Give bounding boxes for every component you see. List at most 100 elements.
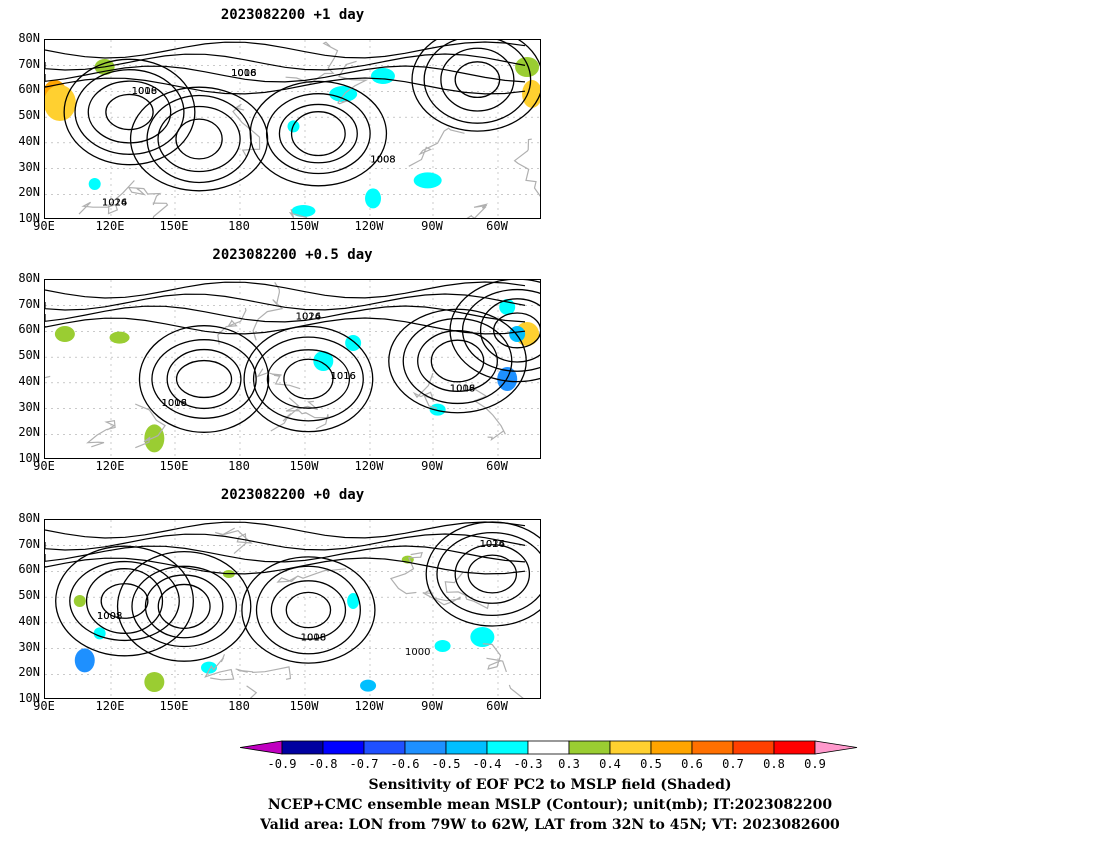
- coastline: [508, 684, 524, 698]
- isobar: [138, 325, 270, 433]
- isobar: [440, 47, 515, 112]
- panel-3-map: 1008 1016 1016 1000 1008 1008 1024: [44, 519, 541, 699]
- coastline: [252, 282, 284, 341]
- isobar: [270, 580, 347, 640]
- isobar: [467, 554, 518, 594]
- sensitivity-shade: [201, 661, 218, 674]
- lon-label: 120W: [354, 219, 384, 233]
- isobar: [45, 521, 526, 539]
- contour-label: 1008: [161, 398, 186, 409]
- isobar: [166, 348, 242, 410]
- lat-label: 60N: [18, 82, 40, 97]
- contour-label: 1008: [231, 68, 256, 79]
- coastline: [45, 375, 51, 379]
- colorbar-tick-label: -0.3: [513, 757, 543, 771]
- colorbar-tick-label: -0.8: [308, 757, 338, 771]
- isobar: [411, 40, 540, 132]
- sensitivity-shade: [74, 648, 95, 673]
- isobar: [157, 583, 211, 630]
- lon-label: 120W: [354, 699, 384, 713]
- isobar: [265, 93, 371, 175]
- colorbar-tick-label: 0.5: [640, 757, 662, 771]
- isobar: [241, 556, 376, 664]
- colorbar-tick-label: 0.3: [558, 757, 580, 771]
- lon-label: 90E: [33, 459, 55, 473]
- panel-1-map: 1016 1016 1008 1008 1016 1024 1008 1016 1008: [44, 39, 541, 219]
- coastline: [408, 127, 465, 167]
- sensitivity-shade: [434, 640, 451, 652]
- isobar: [45, 65, 526, 83]
- isobar: [69, 560, 180, 642]
- sensitivity-shade: [347, 593, 360, 609]
- sensitivity-shade: [93, 627, 106, 640]
- lat-label: 70N: [18, 536, 40, 551]
- coastline: [285, 397, 329, 430]
- colorbar-tick-label: 0.6: [681, 757, 703, 771]
- isobar: [249, 80, 388, 187]
- lat-label: 10N: [18, 691, 40, 705]
- contour-label: 1024: [296, 312, 321, 323]
- isobar: [116, 550, 252, 662]
- lat-label: 60N: [18, 322, 40, 337]
- isobar: [430, 339, 485, 383]
- lat-label: 80N: [18, 271, 40, 285]
- lon-label: 90W: [421, 219, 443, 233]
- isobar: [87, 80, 172, 144]
- coastline: [513, 138, 540, 197]
- isobar: [74, 69, 185, 155]
- isobar: [402, 317, 513, 405]
- lon-label: 120E: [95, 699, 125, 713]
- contour-label: 1016: [450, 384, 475, 395]
- coastline: [235, 666, 292, 680]
- isobar: [285, 591, 332, 629]
- sensitivity-shade: [313, 351, 334, 371]
- isobar: [493, 312, 540, 349]
- sensitivity-shade: [515, 57, 540, 77]
- isobar: [63, 58, 196, 166]
- caption-line-3: Valid area: LON from 79W to 62W, LAT fro…: [260, 817, 840, 833]
- isobar: [45, 41, 526, 59]
- coastline: [389, 551, 423, 595]
- colorbar-tick-label: 0.8: [763, 757, 785, 771]
- contour-label: 1008: [370, 154, 395, 165]
- lat-label: 20N: [18, 185, 40, 200]
- isobar: [45, 545, 526, 563]
- lat-label: 30N: [18, 639, 40, 654]
- sensitivity-shade: [144, 424, 165, 453]
- colorbar-tick-label: -0.7: [349, 757, 379, 771]
- coastline: [285, 41, 339, 84]
- isobar: [55, 545, 194, 657]
- lat-label: 40N: [18, 133, 40, 148]
- coastline: [482, 643, 507, 673]
- colorbar-swatch: [691, 740, 734, 755]
- coastline: [444, 571, 489, 610]
- sensitivity-shade: [73, 595, 86, 607]
- colorbar-swatch: [363, 740, 406, 755]
- coastline: [412, 372, 438, 409]
- coastline: [86, 420, 116, 448]
- lon-label: 150E: [159, 219, 189, 233]
- isobar: [151, 339, 257, 419]
- contour-label: 1008: [97, 611, 122, 622]
- isobar: [85, 568, 164, 634]
- coastline: [473, 388, 506, 442]
- panel-1-title: 2023082200 +1 day: [220, 7, 365, 23]
- lat-label: 10N: [18, 451, 40, 465]
- sensitivity-shade: [470, 627, 495, 647]
- colorbar: [240, 740, 858, 755]
- contour-label: 1016: [330, 371, 355, 382]
- colorbar-under-arrow: [240, 740, 283, 755]
- isobar: [45, 77, 526, 95]
- contour-label: 1000: [405, 647, 430, 658]
- colorbar-tick-label: 0.9: [804, 757, 826, 771]
- isobar: [45, 53, 526, 71]
- contour-label: 1024: [102, 198, 127, 209]
- colorbar-over-arrow: [814, 740, 858, 755]
- coastline: [127, 186, 162, 206]
- lon-label: 180: [228, 699, 250, 713]
- isobar: [45, 293, 526, 311]
- sensitivity-shade: [413, 172, 442, 189]
- isobar: [278, 103, 358, 164]
- lon-label: 90E: [33, 219, 55, 233]
